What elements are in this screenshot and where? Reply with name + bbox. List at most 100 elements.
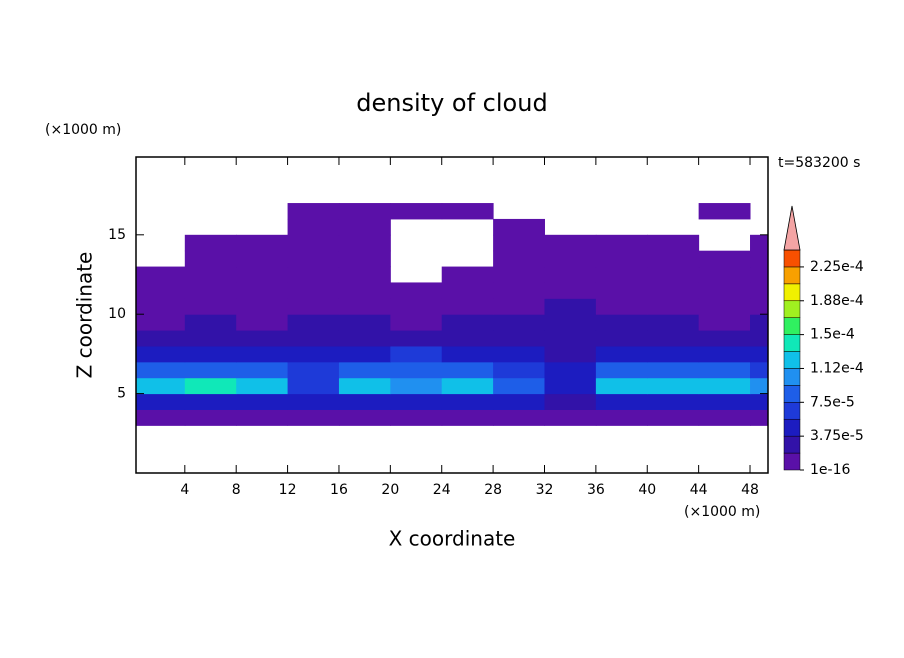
contour-cell — [136, 266, 186, 283]
annotation: t=583200 s — [778, 155, 860, 171]
contour-cell — [595, 250, 648, 268]
contour-cell — [236, 377, 289, 395]
contour-cell — [338, 218, 391, 236]
contour-cell — [136, 377, 186, 395]
contour-cell — [390, 203, 443, 220]
x-axis-label: X coordinate — [389, 527, 516, 551]
contour-cell — [184, 345, 237, 363]
contour-cell — [595, 314, 648, 331]
contour-cell — [595, 361, 648, 379]
contour-cell — [184, 393, 237, 410]
contour-cell — [338, 282, 391, 299]
contour-cell — [647, 409, 700, 426]
colorbar-swatch — [783, 452, 801, 471]
contour-cell — [441, 393, 494, 410]
contour-cell — [595, 234, 648, 252]
colorbar-swatch — [783, 418, 801, 437]
contour-cell — [287, 330, 340, 347]
colorbar-tick-label: 1.12e-4 — [810, 360, 864, 376]
x-tick-label: 12 — [279, 482, 297, 498]
contour-cell — [390, 298, 443, 315]
contour-cell — [750, 393, 768, 410]
contour-cell — [698, 345, 751, 363]
colorbar-swatch — [783, 300, 801, 318]
contour-cell — [647, 282, 700, 299]
contour-cell — [493, 218, 545, 236]
contour-cell — [647, 298, 700, 315]
contour-cell — [287, 203, 340, 220]
contour-cell — [595, 409, 648, 426]
contour-cell — [544, 409, 597, 426]
contour-cell — [136, 282, 186, 299]
contour-cell — [750, 345, 768, 363]
contour-cell — [287, 250, 340, 268]
contour-cell — [287, 282, 340, 299]
contour-cell — [287, 314, 340, 331]
contour-cell — [544, 345, 597, 363]
contour-cell — [390, 330, 443, 347]
contour-cell — [647, 345, 700, 363]
contour-cell — [287, 361, 340, 379]
contour-cell — [493, 282, 545, 299]
contour-cell — [338, 409, 391, 426]
contour-cell — [698, 282, 751, 299]
contour-cell — [441, 298, 494, 315]
contour-cell — [750, 282, 768, 299]
contour-cell — [493, 361, 545, 379]
contour-cell — [287, 298, 340, 315]
colorbar-swatch — [783, 435, 801, 454]
contour-cell — [750, 234, 768, 252]
contour-cell — [184, 377, 237, 395]
y-tick-label: 10 — [108, 306, 126, 322]
contour-cell — [390, 409, 443, 426]
contour-cell — [338, 298, 391, 315]
contour-cell — [493, 377, 545, 395]
contour-cell — [184, 266, 237, 283]
contour-cell — [236, 266, 289, 283]
contour-cell — [136, 314, 186, 331]
contour-cell — [493, 393, 545, 410]
contour-cell — [184, 282, 237, 299]
contour-cell — [493, 234, 545, 252]
colorbar-swatch — [783, 266, 801, 285]
colorbar-extend — [783, 205, 801, 251]
contour-cell — [287, 266, 340, 283]
contour-cell — [698, 409, 751, 426]
colorbar-tick-label: 3.75e-5 — [810, 428, 864, 444]
contour-cell — [595, 345, 648, 363]
contour-cell — [390, 377, 443, 395]
colorbar-swatch — [783, 385, 801, 403]
contour-cell — [287, 218, 340, 236]
contour-cell — [698, 330, 751, 347]
colorbar-tick-label: 2.25e-4 — [810, 259, 864, 275]
contour-cell — [287, 377, 340, 395]
contour-cell — [750, 250, 768, 268]
contour-cell — [287, 393, 340, 410]
contour-cell — [236, 314, 289, 331]
contour-cell — [236, 345, 289, 363]
contour-cell — [544, 377, 597, 395]
contour-cell — [287, 234, 340, 252]
contour-cell — [441, 377, 494, 395]
contour-cell — [236, 234, 289, 252]
y-axis-label: Z coordinate — [73, 252, 97, 379]
contour-cell — [493, 409, 545, 426]
y-tick-label: 15 — [108, 227, 126, 243]
contour-cell — [544, 282, 597, 299]
plot-frame — [135, 156, 769, 474]
contour-cell — [338, 345, 391, 363]
contour-cell — [647, 266, 700, 283]
contour-cell — [544, 361, 597, 379]
x-tick-label: 4 — [180, 482, 189, 498]
colorbar-tick-label: 1.5e-4 — [810, 327, 855, 343]
contour-cell — [441, 361, 494, 379]
contour-cell — [544, 266, 597, 283]
contour-cell — [544, 330, 597, 347]
contour-cell — [184, 314, 237, 331]
contour-cell — [595, 298, 648, 315]
contour-cell — [338, 330, 391, 347]
contour-cell — [184, 330, 237, 347]
contour-cell — [236, 330, 289, 347]
contour-cell — [390, 314, 443, 331]
